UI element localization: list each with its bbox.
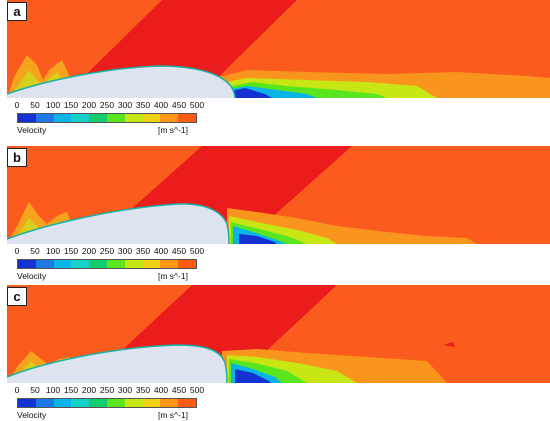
colorbar-swatch [53,260,72,268]
panel-label: c [7,287,27,306]
tick-label: 250 [99,100,115,110]
legend-unit: [m s^-1] [158,410,188,420]
colorbar-swatch [142,260,161,268]
tick-label: 200 [81,385,97,395]
colorbar-swatch [18,399,36,407]
tick-label: 0 [14,246,20,256]
colorbar-swatch [106,260,125,268]
colorbar-swatch [35,399,54,407]
tick-label: 0 [14,385,20,395]
panel-label: a [7,2,27,21]
colorbar-swatch [178,260,196,268]
tick-label: 100 [45,100,61,110]
colorbar-swatch [124,114,143,122]
velocity-contour-field [7,146,550,244]
colorbar-swatch [142,399,161,407]
tick-label: 150 [63,385,79,395]
tick-label: 0 [14,100,20,110]
colorbar [17,113,197,123]
tick-label: 500 [189,100,205,110]
tick-label: 50 [30,100,40,110]
tick-label: 400 [153,100,169,110]
panel-label: b [7,148,27,167]
colorbar-ticks: 0 50 100 150 200 250 300 350 400 450 500 [7,100,207,112]
colorbar-swatch [89,114,107,122]
tick-label: 500 [189,246,205,256]
colorbar-swatch [35,260,54,268]
colorbar [17,259,197,269]
tick-label: 50 [30,246,40,256]
tick-label: 300 [117,385,133,395]
legend-unit: [m s^-1] [158,125,188,135]
velocity-contour-field [7,285,550,383]
tick-label: 100 [45,385,61,395]
colorbar-swatch [178,114,196,122]
colorbar-ticks: 0 50 100 150 200 250 300 350 400 450 500 [7,385,207,397]
tick-label: 300 [117,100,133,110]
velocity-contour-field [7,0,550,98]
colorbar-swatch [53,399,72,407]
colorbar-swatch [178,399,196,407]
colorbar-swatch [35,114,54,122]
tick-label: 450 [171,100,187,110]
colorbar-swatch [106,114,125,122]
tick-label: 400 [153,385,169,395]
colorbar [17,398,197,408]
colorbar-swatch [142,114,161,122]
tick-label: 400 [153,246,169,256]
colorbar-swatch [89,260,107,268]
colorbar-swatch [18,260,36,268]
tick-label: 350 [135,100,151,110]
colorbar-swatch [160,114,179,122]
tick-label: 150 [63,246,79,256]
colorbar-legend: 0 50 100 150 200 250 300 350 400 450 500… [7,98,550,136]
tick-label: 200 [81,246,97,256]
panel-a: a 0 50 100 150 200 250 300 350 400 450 5… [0,0,550,136]
tick-label: 250 [99,385,115,395]
colorbar-swatch [53,114,72,122]
colorbar-swatch [160,399,179,407]
tick-label: 450 [171,246,187,256]
tick-label: 50 [30,385,40,395]
colorbar-legend: 0 50 100 150 200 250 300 350 400 450 500… [7,244,550,282]
tick-label: 450 [171,385,187,395]
legend-title: Velocity [17,125,47,135]
tick-label: 500 [189,385,205,395]
colorbar-swatch [160,260,179,268]
colorbar-swatch [18,114,36,122]
tick-label: 250 [99,246,115,256]
colorbar-swatch [71,114,90,122]
colorbar-swatch [89,399,107,407]
colorbar-swatch [106,399,125,407]
tick-label: 100 [45,246,61,256]
panel-c: c 0 50 100 150 200 250 300 350 400 450 5… [0,285,550,421]
legend-title: Velocity [17,271,47,281]
colorbar-swatch [71,399,90,407]
tick-label: 350 [135,385,151,395]
legend-title: Velocity [17,410,47,420]
tick-label: 200 [81,100,97,110]
tick-label: 150 [63,100,79,110]
panel-b: b 0 50 100 150 200 250 300 350 400 450 5… [0,146,550,282]
colorbar-swatch [124,399,143,407]
colorbar-swatch [124,260,143,268]
tick-label: 300 [117,246,133,256]
colorbar-swatch [71,260,90,268]
legend-unit: [m s^-1] [158,271,188,281]
colorbar-legend: 0 50 100 150 200 250 300 350 400 450 500… [7,383,550,421]
tick-label: 350 [135,246,151,256]
colorbar-ticks: 0 50 100 150 200 250 300 350 400 450 500 [7,246,207,258]
